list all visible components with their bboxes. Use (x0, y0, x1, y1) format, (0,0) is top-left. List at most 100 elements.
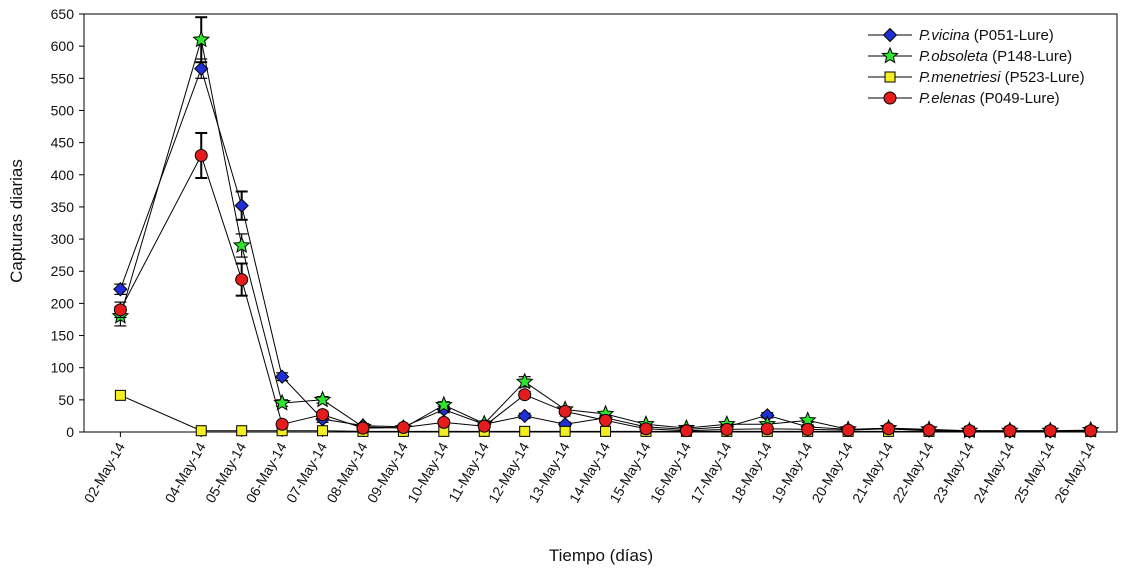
legend-marker (881, 46, 899, 64)
data-point (396, 420, 410, 434)
series-line-p-menetriesi (120, 394, 1091, 432)
data-point (195, 425, 207, 437)
data-point (760, 422, 774, 436)
y-tick-label: 200 (51, 295, 75, 311)
x-tick-label: 06-May-14 (242, 439, 289, 505)
y-tick-label: 150 (51, 328, 75, 344)
data-point (194, 61, 209, 76)
legend-marker (882, 27, 898, 43)
x-tick-label: 21-May-14 (849, 439, 896, 505)
data-point (113, 303, 127, 317)
x-tick-label: 24-May-14 (970, 439, 1017, 505)
data-point (273, 393, 291, 411)
data-point (517, 408, 532, 424)
data-point (113, 282, 128, 297)
x-tick-label: 11-May-14 (445, 439, 492, 504)
x-tick-label: 17-May-14 (687, 439, 734, 505)
legend-label: P.vicina (P051-Lure) (919, 27, 1054, 44)
data-point (720, 422, 734, 436)
legend-lure: (P051-Lure) (970, 27, 1054, 44)
legend-label: P.obsoleta (P148-Lure) (919, 48, 1072, 65)
data-point (192, 30, 211, 48)
data-point (275, 417, 289, 431)
x-tick-label: 22-May-14 (889, 439, 936, 505)
series-p-elenas (113, 131, 1098, 438)
data-point (317, 425, 329, 437)
series-layer (111, 16, 1100, 439)
data-point (235, 273, 249, 287)
series-p-vicina (113, 58, 1098, 439)
x-tick-label: 08-May-14 (323, 439, 370, 505)
data-point (114, 389, 126, 401)
x-tick-label: 19-May-14 (768, 439, 815, 505)
legend-marker (883, 91, 897, 105)
data-point (356, 421, 370, 435)
data-point (518, 388, 532, 402)
y-tick-label: 450 (51, 135, 75, 151)
legend-species: P.obsoleta (919, 48, 988, 65)
data-point (599, 413, 613, 427)
series-line-p-elenas (119, 154, 1091, 432)
legend-species: P.vicina (919, 27, 970, 44)
data-point (232, 236, 251, 254)
data-point (313, 390, 332, 408)
data-point (1003, 424, 1017, 438)
legend-species: P.menetriesi (919, 69, 1001, 86)
data-point (559, 425, 571, 437)
data-point (437, 415, 451, 429)
legend-lure: (P049-Lure) (975, 90, 1059, 107)
data-point (882, 422, 896, 436)
data-point (679, 424, 693, 438)
x-tick-label: 18-May-14 (728, 439, 775, 505)
y-tick-label: 400 (51, 167, 75, 183)
x-tick-label: 16-May-14 (647, 439, 694, 505)
x-tick-label: 09-May-14 (364, 439, 411, 505)
x-tick-label: 10-May-14 (404, 439, 451, 505)
data-point (236, 425, 248, 437)
legend-lure: (P523-Lure) (1000, 69, 1084, 86)
y-tick-label: 250 (51, 263, 75, 279)
data-point (194, 148, 208, 162)
x-tick-label: 20-May-14 (808, 439, 855, 505)
series-line-p-obsoleta (119, 39, 1091, 432)
y-tick-label: 550 (51, 70, 75, 86)
data-point (1043, 424, 1057, 438)
y-tick-label: 600 (51, 38, 75, 54)
x-tick-label: 25-May-14 (1011, 439, 1058, 505)
y-tick-label: 50 (58, 392, 74, 408)
x-tick-label: 02-May-14 (81, 439, 128, 505)
y-tick-label: 100 (51, 360, 75, 376)
legend-item-p-vicina: P.vicina (P051-Lure) (868, 27, 1054, 44)
y-tick-label: 500 (51, 102, 75, 118)
series-line-p-vicina (119, 67, 1091, 432)
legend-label: P.menetriesi (P523-Lure) (919, 69, 1085, 86)
y-tick-label: 300 (51, 231, 75, 247)
x-tick-label: 13-May-14 (525, 439, 572, 505)
data-point (477, 419, 491, 433)
data-point (639, 422, 653, 436)
data-point (316, 408, 330, 422)
y-axis-title: Capturas diarias (7, 159, 26, 283)
legend-item-p-menetriesi: P.menetriesi (P523-Lure) (868, 69, 1085, 86)
data-point (922, 423, 936, 437)
data-point (600, 425, 612, 437)
y-tick-label: 350 (51, 199, 75, 215)
x-axis-title: Tiempo (días) (549, 546, 653, 565)
data-point (234, 198, 249, 213)
x-tick-label: 07-May-14 (283, 439, 330, 505)
x-tick-label: 12-May-14 (485, 439, 532, 505)
x-tick-label: 15-May-14 (606, 439, 653, 505)
data-point (519, 425, 531, 437)
data-point (962, 424, 976, 438)
data-point (1084, 424, 1098, 438)
legend-species: P.elenas (919, 90, 976, 107)
legend-lure: (P148-Lure) (988, 48, 1072, 65)
legend-label: P.elenas (P049-Lure) (919, 90, 1060, 107)
legend-item-p-obsoleta: P.obsoleta (P148-Lure) (868, 46, 1072, 65)
data-point (274, 369, 290, 384)
data-point (558, 404, 572, 418)
legend-item-p-elenas: P.elenas (P049-Lure) (868, 90, 1060, 107)
legend: P.vicina (P051-Lure) P.obsoleta (P148-Lur… (868, 27, 1085, 107)
x-tick-label: 14-May-14 (566, 439, 613, 505)
